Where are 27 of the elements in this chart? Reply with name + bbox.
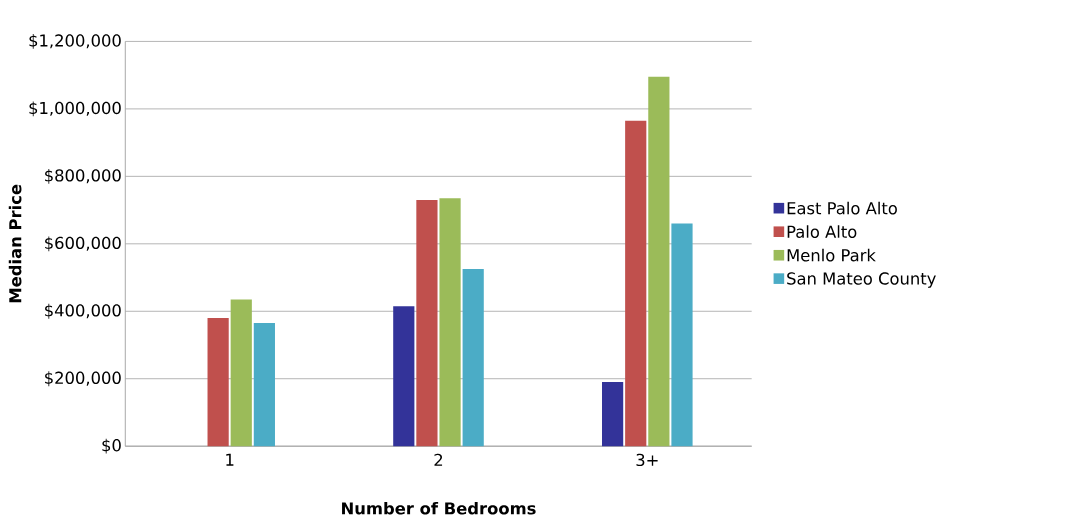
bar bbox=[462, 269, 484, 447]
x-tick-label: 3+ bbox=[636, 453, 658, 467]
y-axis-title: Median Price bbox=[8, 184, 22, 303]
y-tick-label: $1,200,000 bbox=[29, 33, 121, 49]
bar bbox=[253, 323, 275, 447]
legend-label: Menlo Park bbox=[787, 248, 876, 262]
bar bbox=[393, 306, 415, 447]
bar bbox=[416, 199, 438, 447]
y-tick-label: $400,000 bbox=[45, 303, 121, 319]
bar bbox=[439, 198, 461, 447]
bar bbox=[648, 76, 670, 447]
y-tick-label: $0 bbox=[102, 438, 121, 454]
bar bbox=[602, 382, 624, 447]
legend-label: San Mateo County bbox=[787, 272, 936, 288]
bar bbox=[230, 299, 252, 447]
x-tick-label: 1 bbox=[226, 453, 234, 466]
legend-label: Palo Alto bbox=[787, 225, 857, 238]
y-tick-label: $800,000 bbox=[45, 168, 121, 184]
bar bbox=[625, 120, 647, 447]
bar bbox=[671, 223, 693, 447]
legend-label: East Palo Alto bbox=[787, 201, 897, 215]
x-axis-title: Number of Bedrooms bbox=[342, 501, 536, 515]
y-tick-label: $1,000,000 bbox=[29, 101, 121, 117]
x-tick-label: 2 bbox=[434, 453, 443, 466]
y-tick-label: $600,000 bbox=[45, 236, 121, 252]
bar bbox=[207, 317, 229, 447]
y-tick-label: $200,000 bbox=[45, 371, 121, 387]
